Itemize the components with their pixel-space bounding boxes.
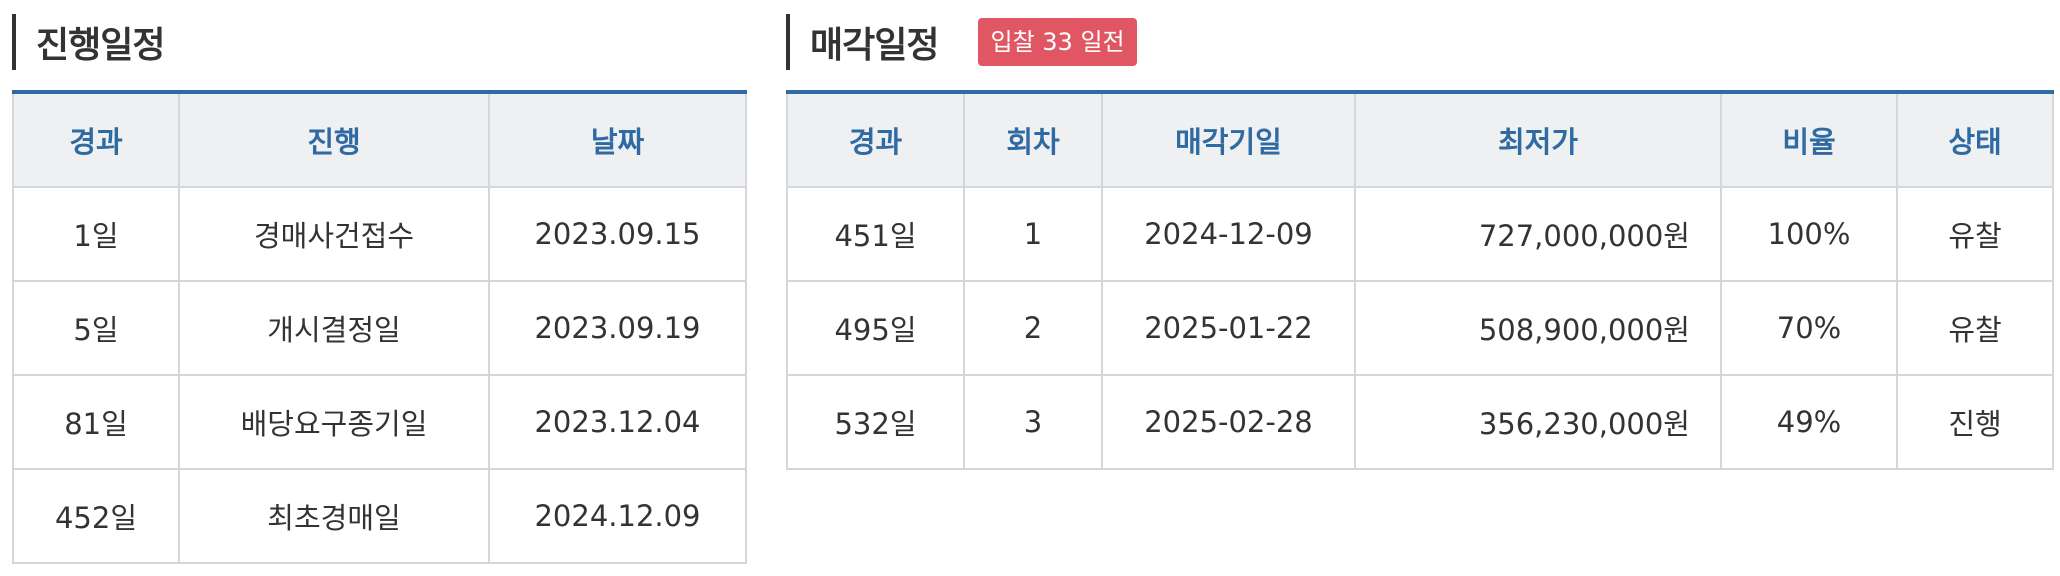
table-row: 451일 1 2024-12-09 727,000,000원 100% 유찰 [786, 186, 2054, 282]
ratio-cell: 100% [1720, 186, 1898, 282]
progress-schedule-title: 진행일정 [36, 25, 165, 66]
elapsed-cell: 1일 [12, 186, 180, 282]
sale-schedule-header: 매각일정 입찰 33 일전 [786, 14, 2052, 70]
column-header-date: 날짜 [488, 92, 747, 188]
column-header-elapsed: 경과 [786, 92, 965, 188]
min-price-cell: 356,230,000원 [1354, 374, 1722, 470]
column-header-ratio: 비율 [1720, 92, 1898, 188]
table-row: 1일 경매사건접수 2023.09.15 [12, 186, 747, 282]
sale-schedule-panel: 매각일정 입찰 33 일전 경과 회차 매각기일 최저가 비율 상태 451일 … [786, 14, 2054, 470]
elapsed-cell: 532일 [786, 374, 965, 470]
date-cell: 2023.09.15 [488, 186, 747, 282]
min-price-cell: 508,900,000원 [1354, 280, 1722, 376]
table-row: 81일 배당요구종기일 2023.12.04 [12, 374, 747, 470]
sale-date-cell: 2024-12-09 [1101, 186, 1356, 282]
date-cell: 2023.12.04 [488, 374, 747, 470]
elapsed-cell: 495일 [786, 280, 965, 376]
elapsed-cell: 451일 [786, 186, 965, 282]
column-header-step: 진행 [178, 92, 490, 188]
sale-date-cell: 2025-02-28 [1101, 374, 1356, 470]
bid-countdown-badge: 입찰 33 일전 [978, 18, 1137, 66]
step-cell: 개시결정일 [178, 280, 490, 376]
table-row: 5일 개시결정일 2023.09.19 [12, 280, 747, 376]
table-header-row: 경과 진행 날짜 [12, 92, 747, 188]
elapsed-cell: 5일 [12, 280, 180, 376]
step-cell: 최초경매일 [178, 468, 490, 564]
progress-schedule-table: 경과 진행 날짜 1일 경매사건접수 2023.09.15 5일 개시결정일 2… [12, 90, 747, 564]
sale-schedule-table: 경과 회차 매각기일 최저가 비율 상태 451일 1 2024-12-09 7… [786, 90, 2054, 470]
step-cell: 경매사건접수 [178, 186, 490, 282]
progress-schedule-header: 진행일정 [12, 14, 745, 70]
min-price-cell: 727,000,000원 [1354, 186, 1722, 282]
step-cell: 배당요구종기일 [178, 374, 490, 470]
progress-schedule-panel: 진행일정 경과 진행 날짜 1일 경매사건접수 2023.09.15 5일 개시… [12, 14, 747, 564]
sale-schedule-title: 매각일정 [810, 25, 939, 66]
round-cell: 2 [963, 280, 1103, 376]
table-row: 452일 최초경매일 2024.12.09 [12, 468, 747, 564]
table-row: 532일 3 2025-02-28 356,230,000원 49% 진행 [786, 374, 2054, 470]
column-header-status: 상태 [1896, 92, 2054, 188]
round-cell: 1 [963, 186, 1103, 282]
date-cell: 2024.12.09 [488, 468, 747, 564]
elapsed-cell: 81일 [12, 374, 180, 470]
column-header-sale-date: 매각기일 [1101, 92, 1356, 188]
date-cell: 2023.09.19 [488, 280, 747, 376]
column-header-round: 회차 [963, 92, 1103, 188]
column-header-elapsed: 경과 [12, 92, 180, 188]
elapsed-cell: 452일 [12, 468, 180, 564]
column-header-min-price: 최저가 [1354, 92, 1722, 188]
status-cell: 유찰 [1896, 280, 2054, 376]
round-cell: 3 [963, 374, 1103, 470]
table-row: 495일 2 2025-01-22 508,900,000원 70% 유찰 [786, 280, 2054, 376]
ratio-cell: 70% [1720, 280, 1898, 376]
table-header-row: 경과 회차 매각기일 최저가 비율 상태 [786, 92, 2054, 188]
sale-date-cell: 2025-01-22 [1101, 280, 1356, 376]
status-cell: 진행 [1896, 374, 2054, 470]
ratio-cell: 49% [1720, 374, 1898, 470]
status-cell: 유찰 [1896, 186, 2054, 282]
